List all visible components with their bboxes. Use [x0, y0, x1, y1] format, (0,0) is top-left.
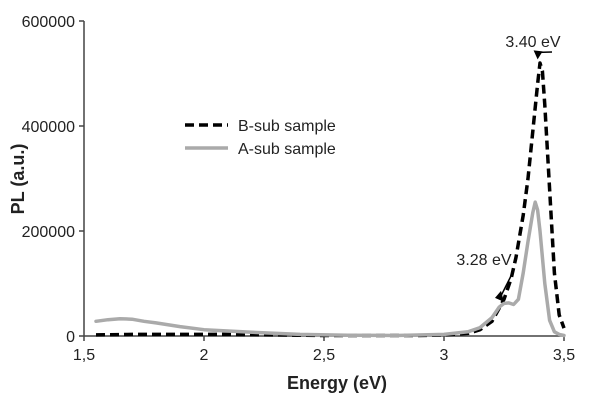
series-layer — [94, 61, 566, 338]
y-tick-label: 200000 — [22, 224, 75, 241]
x-tick-label: 2 — [200, 347, 209, 364]
annotation-arrow-shoulder — [500, 271, 514, 297]
annotation-arrowhead-shoulder — [495, 290, 504, 302]
x-tick-label: 1,5 — [73, 347, 95, 364]
legend-label-b-sub: B-sub sample — [238, 118, 336, 135]
x-tick-label: 2,5 — [313, 347, 335, 364]
series-line-b-sub-sample — [95, 61, 566, 338]
annotation-arrowhead-peak — [533, 50, 543, 60]
x-tick-label: 3 — [440, 347, 449, 364]
series-line-a-sub-sample — [94, 200, 566, 338]
axis-ticks: 1,5 2 2,5 3 3,5 0 200000 400000 600000 — [22, 14, 576, 364]
legend: B-sub sample A-sub sample — [185, 118, 336, 158]
annotation-label-peak: 3.40 eV — [505, 34, 560, 51]
annotation-layer: 3.40 eV 3.28 eV — [456, 34, 561, 302]
y-tick-label: 0 — [66, 329, 75, 346]
x-tick-label: 3,5 — [553, 347, 575, 364]
y-axis-title: PL (a.u.) — [8, 144, 28, 215]
y-tick-label: 400000 — [22, 119, 75, 136]
annotation-label-shoulder: 3.28 eV — [456, 252, 511, 269]
y-tick-label: 600000 — [22, 14, 75, 31]
legend-label-a-sub: A-sub sample — [238, 141, 336, 158]
x-axis-title: Energy (eV) — [287, 373, 387, 393]
